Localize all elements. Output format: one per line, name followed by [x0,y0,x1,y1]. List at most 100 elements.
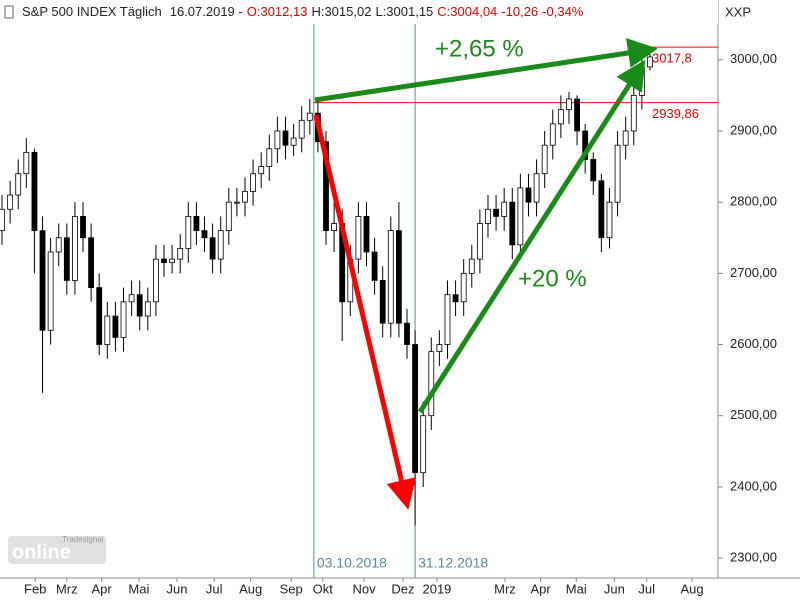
candle-body [331,223,337,232]
candle-body [217,230,224,260]
x-tick-label: Jul [638,581,655,596]
candle-body [517,187,524,246]
header-open: O:3012,13 [247,4,308,19]
y-tick-label: 2300,00 [730,550,777,565]
candle-body [630,94,637,132]
candle-body [476,223,483,260]
symbol: XXP [725,4,751,19]
candle-body [153,258,159,303]
candle-body [379,280,386,324]
y-tick-label: 2800,00 [730,194,777,209]
logo-big: online [12,541,71,563]
x-tick-label: Feb [24,581,46,596]
vertical-line-label: 03.10.2018 [317,555,387,571]
candle-body [242,191,248,203]
candle-body [387,230,394,324]
candle-body [323,141,329,232]
candle-body [590,159,597,182]
arrow-top [314,38,658,103]
candle-body [404,322,410,345]
candle-body [39,230,46,331]
header-icon [4,5,14,19]
candle-body [412,344,418,474]
candle-body [234,201,240,204]
candle-body [574,98,580,132]
candle-body [209,237,216,260]
x-tick-label: Dez [391,581,414,596]
candle-body [306,112,313,121]
header-change-pct: -0,34% [542,4,584,19]
y-tick-label: 2500,00 [730,407,777,422]
candle-body [258,166,265,175]
candle-body [136,294,143,317]
header-high: H:3015,02 [311,4,371,19]
candle-body [614,144,621,203]
x-tick-label: Aug [239,581,262,596]
vertical-line-label: 31.12.2018 [418,555,488,571]
x-tick-label: Mrz [56,581,78,596]
header: S&P 500 INDEX Täglich 16.07.2019 - O:3012,… [22,4,584,19]
candle-body [225,201,232,232]
header-change: -10,26 [501,4,538,19]
x-tick-label: Sep [280,581,303,596]
y-tick-label: 2600,00 [730,336,777,351]
candle-body [525,187,532,203]
candle-body [428,351,435,417]
logo-small: Tradesignal [62,535,104,544]
candle-body [541,144,548,175]
candle-body [96,287,103,345]
header-title: S&P 500 INDEX Täglich [22,4,162,19]
candle-body [250,173,257,192]
candle-body [15,173,22,196]
y-tick-label: 2400,00 [730,478,777,493]
x-tick-label: Apr [531,581,552,596]
candle-body [128,294,135,303]
candle-body [501,201,508,217]
candle-body [169,258,176,264]
arrow-up [417,59,646,414]
candle-body [104,315,111,345]
arrow-down [313,114,417,510]
candle-body [0,208,5,232]
candle-body [63,237,70,281]
candle-body [23,151,30,175]
annotation: +2,65 % [435,35,524,62]
x-tick-label: Aug [681,581,704,596]
x-tick-label: Nov [352,581,376,596]
candle-body [185,215,192,249]
candle-body [201,230,208,239]
candle-body [622,130,629,146]
logo-bg [8,536,106,564]
candle-body [7,194,14,210]
y-tick-label: 2900,00 [730,122,777,137]
candle-body [193,215,200,232]
horizontal-line-label: 3017,8 [652,51,692,66]
candle-body [120,301,127,338]
header-close: C:3004,04 [437,4,497,19]
x-tick-label: Okt [313,581,334,596]
candle-body [298,119,305,139]
candle-body [606,201,613,239]
candle-body [533,173,540,203]
candle-body [47,251,54,331]
header-date: 16.07.2019 - [170,4,243,19]
x-tick-label: Apr [92,581,113,596]
y-tick-label: 2700,00 [730,265,777,280]
candle-body [493,208,499,217]
candle-body [177,248,184,260]
candle-body [549,123,556,146]
x-tick-label: 2019 [422,581,451,596]
candle-body [161,258,167,264]
header-low: L:3001,15 [375,4,433,19]
candle-body [31,151,38,232]
candle-body [112,315,119,338]
x-tick-label: Jun [604,581,625,596]
candle-body [395,230,402,324]
candle-body [144,301,151,317]
candle-body [274,130,281,150]
candle-body [80,215,86,239]
candle-body [557,109,564,125]
candle-body [566,98,572,111]
annotation: +20 % [518,265,587,292]
